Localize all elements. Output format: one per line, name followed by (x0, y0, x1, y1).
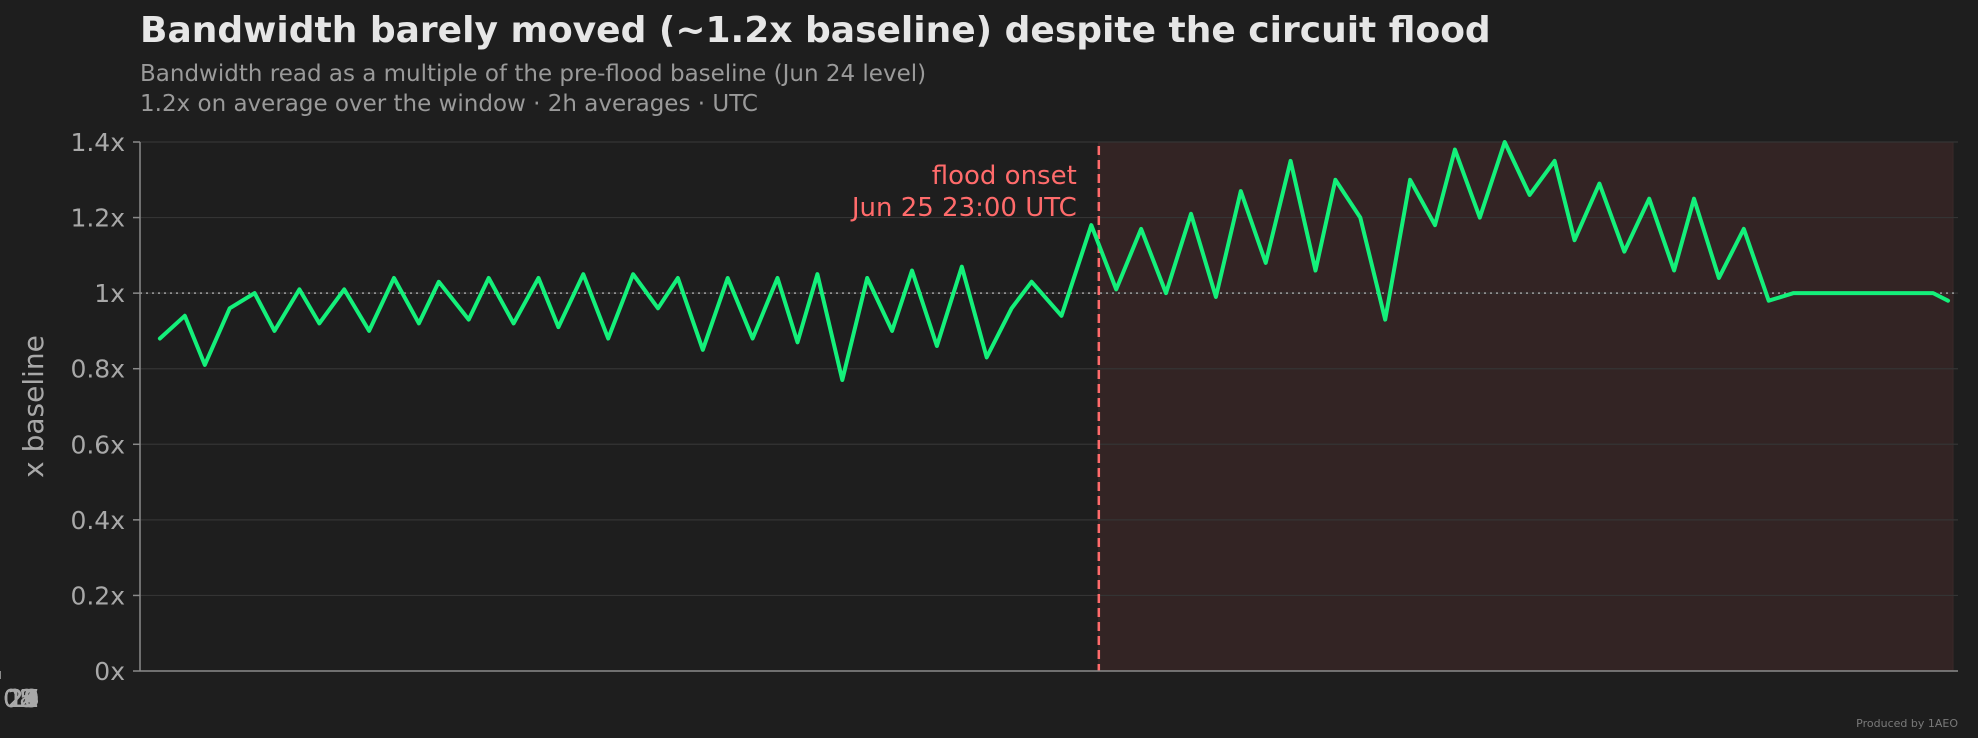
y-tick-label: 0.4x (70, 506, 125, 535)
chart-subtitle-line-1: Bandwidth read as a multiple of the pre-… (140, 61, 927, 87)
y-tick-label: 0x (94, 657, 125, 686)
bandwidth-series-line (157, 140, 1950, 382)
x-tick-label: Jun 29 (0, 684, 39, 713)
x-tick-label: Jun 11 (0, 684, 39, 713)
x-tick-label: Jun 23 (0, 684, 39, 713)
x-tick-label: Jun 20 (0, 684, 39, 713)
flood-onset-label: flood onset (932, 161, 1077, 191)
y-tick-label: 1.4x (70, 128, 125, 157)
y-tick-label: 0.2x (70, 581, 125, 610)
flood-onset-label: Jun 25 23:00 UTC (850, 193, 1077, 223)
x-tick-label: Jul 02 (0, 684, 35, 713)
x-tick-label: Jun 14 (0, 684, 39, 713)
y-tick-label: 0.6x (70, 430, 125, 459)
chart-title: Bandwidth barely moved (~1.2x baseline) … (140, 10, 1491, 51)
chart-subtitle-line-2: 1.2x on average over the window · 2h ave… (140, 91, 758, 117)
x-tick-label: Jun 17 (0, 684, 39, 713)
x-tick-label: Jul 08 (0, 684, 35, 713)
y-tick-label: 1.2x (70, 204, 125, 233)
y-tick-label: 0.8x (70, 355, 125, 384)
flood-period-shade (1098, 141, 1954, 672)
credit-text: Produced by 1AEO (1856, 717, 1958, 730)
y-axis-label: x baseline (17, 335, 50, 478)
x-tick-label: Jun 26 (0, 684, 39, 713)
x-tick-label: Jul 05 (0, 684, 35, 713)
y-tick-label: 1x (94, 279, 125, 308)
